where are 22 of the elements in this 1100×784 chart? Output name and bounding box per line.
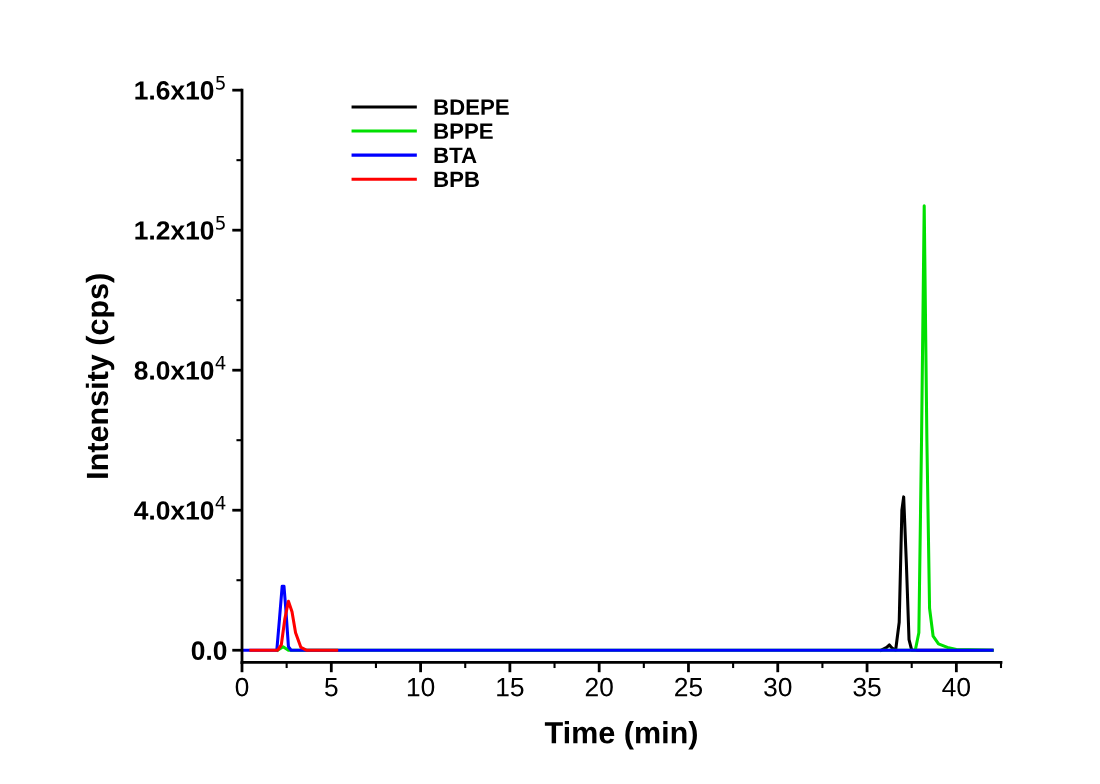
legend-label: BDEPE xyxy=(434,99,509,115)
line-series xyxy=(249,599,339,652)
legend-label: BPPE xyxy=(434,123,493,139)
y-tick-label: 1.2x10$^{5}$ xyxy=(135,215,225,240)
y-tick-label: 0.0 xyxy=(191,641,227,661)
x-tick-label: 10 xyxy=(407,677,435,697)
x-axis-title: Time (min) xyxy=(544,721,697,750)
x-tick-label: 30 xyxy=(764,677,792,697)
y-axis-title: Intensity (cps) xyxy=(85,274,115,478)
y-tick-label: 4.0x10$^{4}$ xyxy=(134,496,226,520)
y-tick-label: 1.6x10$^{5}$ xyxy=(135,75,225,100)
x-tick-label: 5 xyxy=(325,678,338,697)
y-tick-label: 8.0x10$^{4}$ xyxy=(134,356,226,380)
x-tick-label: 15 xyxy=(497,678,524,697)
x-tick-label: 25 xyxy=(675,677,703,697)
x-tick-label: 20 xyxy=(585,677,613,697)
x-tick-label: 0 xyxy=(235,677,249,697)
line-series xyxy=(242,584,994,652)
legend-label: BPB xyxy=(434,171,479,187)
x-tick-label: 40 xyxy=(942,677,970,697)
x-tick-label: 35 xyxy=(853,677,881,697)
legend-label: BTA xyxy=(434,147,477,163)
